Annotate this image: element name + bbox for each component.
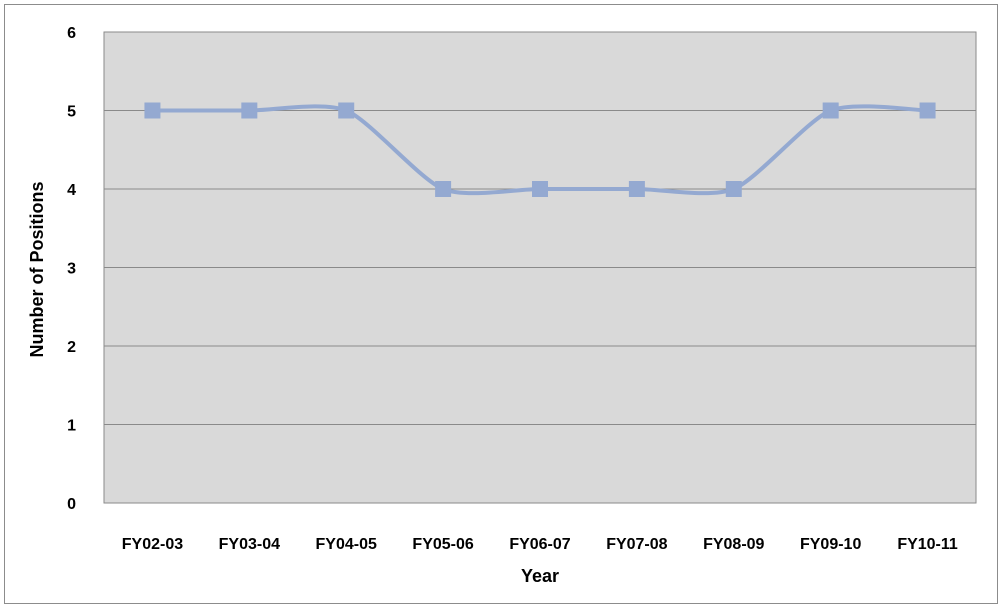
y-tick-label: 1 <box>67 418 76 435</box>
data-point-marker <box>919 102 936 119</box>
data-point-marker <box>725 181 742 197</box>
y-tick-label: 0 <box>67 496 76 513</box>
x-tick-label: FY04-05 <box>316 536 377 553</box>
data-point-marker <box>822 102 839 119</box>
data-point-marker <box>628 181 645 197</box>
data-point-marker <box>144 102 161 119</box>
data-point-marker <box>338 102 355 119</box>
x-tick-label: FY03-04 <box>219 536 280 553</box>
x-tick-label: FY09-10 <box>800 536 861 553</box>
x-tick-label: FY02-03 <box>122 536 183 553</box>
x-tick-label: FY07-08 <box>606 536 667 553</box>
y-tick-label: 2 <box>67 339 76 356</box>
y-tick-label: 3 <box>67 261 76 278</box>
x-tick-label: FY08-09 <box>703 536 764 553</box>
y-axis-ticks: 0 1 2 3 4 5 6 <box>67 25 76 513</box>
x-axis-ticks: FY02-03 FY03-04 FY04-05 FY05-06 FY06-07 FY07-… <box>122 536 958 553</box>
series-layer <box>144 102 936 197</box>
x-tick-label: FY05-06 <box>412 536 473 553</box>
y-tick-label: 4 <box>67 182 76 199</box>
data-point-marker <box>532 181 548 197</box>
y-axis-title: Number of Positions <box>27 181 47 357</box>
x-tick-label: FY06-07 <box>509 536 570 553</box>
x-axis-title: Year <box>521 566 559 586</box>
x-tick-label: FY10-11 <box>897 536 958 553</box>
data-point-marker <box>241 102 258 119</box>
data-point-marker <box>435 181 452 197</box>
y-tick-label: 6 <box>67 25 76 42</box>
y-tick-label: 5 <box>67 104 76 121</box>
